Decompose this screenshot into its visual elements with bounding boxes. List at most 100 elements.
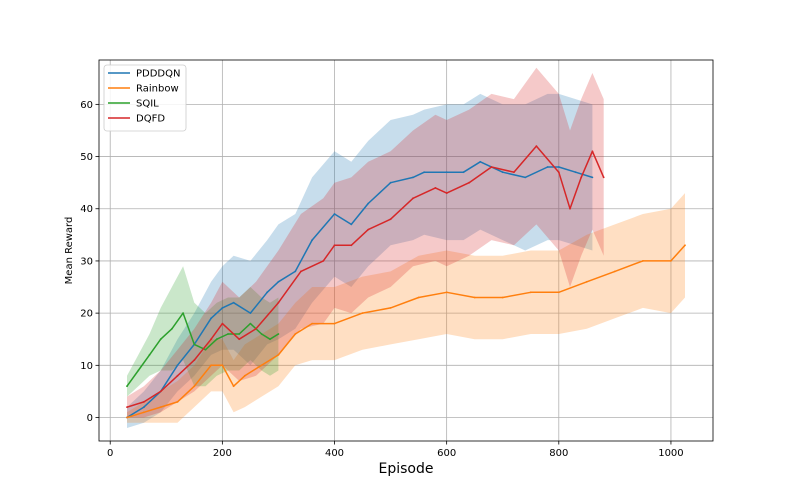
- x-tick-label: 1000: [658, 448, 683, 459]
- data-point-pdddqn: [176, 364, 179, 367]
- data-point-pdddqn: [546, 166, 549, 168]
- legend-label-sqil: SQIL: [136, 99, 159, 110]
- data-point-dqfd: [535, 145, 538, 148]
- data-point-dqfd: [580, 176, 583, 179]
- data-point-pdddqn: [557, 166, 560, 168]
- series-lines: [126, 145, 686, 419]
- data-point-dqfd: [255, 327, 257, 330]
- data-point-rainbow: [361, 312, 364, 314]
- data-point-dqfd: [468, 181, 470, 184]
- data-point-rainbow: [221, 364, 224, 367]
- data-point-dqfd: [277, 301, 280, 304]
- data-point-sqil: [148, 354, 151, 356]
- data-point-rainbow: [445, 291, 448, 294]
- data-point-pdddqn: [266, 291, 269, 294]
- data-point-dqfd: [513, 171, 515, 174]
- data-point-sqil: [182, 312, 185, 314]
- data-point-pdddqn: [311, 239, 313, 242]
- confidence-band-dqfd: [127, 67, 604, 418]
- data-point-rainbow: [232, 385, 235, 388]
- x-tick-label: 600: [437, 448, 456, 459]
- data-point-dqfd: [557, 171, 560, 174]
- data-point-rainbow: [260, 364, 263, 367]
- data-point-rainbow: [389, 307, 392, 309]
- data-point-rainbow: [176, 401, 179, 403]
- data-point-rainbow: [294, 333, 297, 335]
- data-point-sqil: [193, 343, 196, 346]
- y-tick-label: 0: [87, 413, 93, 424]
- data-point-rainbow: [277, 354, 280, 356]
- data-point-pdddqn: [232, 301, 235, 304]
- data-point-dqfd: [238, 338, 241, 341]
- confidence-band-rainbow: [127, 193, 685, 423]
- data-point-dqfd: [159, 390, 162, 393]
- data-point-dqfd: [210, 338, 213, 341]
- data-point-rainbow: [417, 296, 420, 299]
- y-tick-label: 10: [80, 361, 93, 372]
- data-point-pdddqn: [389, 181, 392, 184]
- data-point-pdddqn: [445, 171, 448, 174]
- y-tick-label: 30: [80, 256, 93, 267]
- legend-box: [103, 64, 187, 132]
- data-point-dqfd: [412, 197, 414, 200]
- y-tick-label: 50: [80, 152, 93, 163]
- y-tick-label: 20: [80, 309, 93, 320]
- data-point-rainbow: [670, 260, 672, 262]
- data-point-pdddqn: [249, 312, 252, 314]
- data-point-dqfd: [176, 374, 179, 377]
- x-axis-label: Episode: [379, 461, 434, 477]
- data-point-dqfd: [389, 218, 392, 221]
- data-point-dqfd: [602, 176, 605, 179]
- data-point-pdddqn: [423, 171, 426, 174]
- data-point-dqfd: [367, 228, 370, 231]
- data-point-rainbow: [557, 291, 560, 294]
- data-point-rainbow: [333, 322, 336, 325]
- y-tick-label: 40: [80, 204, 93, 215]
- data-point-dqfd: [322, 260, 325, 262]
- y-axis-label: Mean Reward: [64, 217, 75, 285]
- data-point-rainbow: [210, 364, 213, 367]
- data-point-pdddqn: [333, 213, 336, 215]
- confidence-bands: [127, 67, 685, 429]
- x-tick-label: 200: [213, 448, 232, 459]
- data-point-sqil: [269, 338, 271, 341]
- data-point-rainbow: [473, 296, 476, 299]
- x-tick-label: 800: [549, 448, 568, 459]
- data-point-pdddqn: [524, 176, 527, 179]
- data-point-pdddqn: [412, 176, 414, 179]
- data-point-pdddqn: [350, 223, 353, 226]
- data-point-pdddqn: [221, 307, 224, 309]
- legend-label-rainbow: Rainbow: [136, 84, 179, 95]
- data-point-dqfd: [569, 207, 571, 210]
- plot-area-frame: [98, 59, 714, 442]
- data-point-rainbow: [501, 296, 504, 299]
- data-point-rainbow: [614, 270, 616, 273]
- data-point-dqfd: [591, 150, 594, 153]
- data-point-dqfd: [300, 270, 302, 273]
- data-point-dqfd: [350, 244, 353, 247]
- y-tick-label: 60: [80, 100, 93, 111]
- data-point-pdddqn: [294, 270, 297, 273]
- data-point-pdddqn: [210, 317, 213, 320]
- data-point-dqfd: [445, 192, 448, 195]
- data-point-sqil: [215, 338, 218, 341]
- data-point-rainbow: [684, 244, 686, 247]
- data-point-rainbow: [143, 411, 145, 414]
- data-point-rainbow: [159, 406, 162, 408]
- grid-lines: [99, 60, 713, 441]
- legend-label-dqfd: DQFD: [136, 114, 165, 125]
- data-point-sqil: [204, 348, 207, 351]
- data-point-rainbow: [585, 280, 588, 283]
- data-point-pdddqn: [574, 171, 577, 174]
- data-point-pdddqn: [143, 406, 145, 408]
- data-point-rainbow: [311, 322, 313, 325]
- data-point-dqfd: [126, 406, 128, 408]
- data-point-dqfd: [434, 187, 437, 189]
- data-point-sqil: [249, 322, 252, 325]
- data-point-dqfd: [221, 322, 224, 325]
- x-tick-label: 400: [325, 448, 344, 459]
- data-point-sqil: [277, 333, 280, 335]
- data-point-rainbow: [126, 416, 128, 419]
- legend: PDDDQN Rainbow SQIL DQFD: [103, 64, 187, 132]
- x-tick-label: 0: [107, 448, 113, 459]
